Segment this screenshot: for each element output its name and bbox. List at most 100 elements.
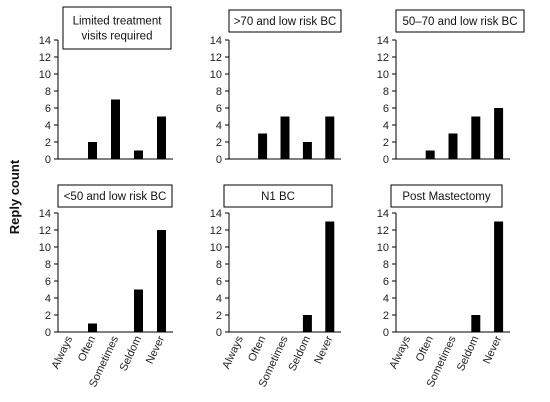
chart-panel-2: 0 2 4 6 8 10 12 14 >70 and low risk BC	[210, 9, 342, 166]
bar-sometimes	[280, 116, 290, 159]
y-tick-label: 4	[45, 120, 51, 132]
panel-title: N1 BC	[261, 191, 295, 203]
y-tick-label: 0	[383, 327, 389, 339]
y-tick-label: 8	[45, 86, 51, 98]
x-tick-label: Never	[481, 334, 504, 366]
bar-sometimes	[448, 133, 458, 159]
y-tick-label: 6	[216, 276, 222, 288]
x-tick-label: Always	[50, 334, 76, 371]
y-tick-label: 2	[383, 310, 389, 322]
y-tick-label: 12	[39, 225, 51, 237]
x-tick-label: Often	[414, 334, 436, 363]
y-tick-label: 2	[45, 310, 51, 322]
y-tick-label: 4	[216, 120, 222, 132]
y-tick-label: 6	[45, 276, 51, 288]
x-tick-label: Always	[220, 334, 246, 371]
y-tick-label: 8	[216, 86, 222, 98]
panel-title: Post Mastectomy	[402, 191, 490, 203]
bar-seldom	[134, 289, 143, 332]
y-tick-label: 0	[216, 327, 222, 339]
x-tick-label: Always	[388, 334, 414, 371]
panel-title-box	[62, 6, 172, 50]
y-tick-label: 8	[216, 259, 222, 271]
y-tick-label: 14	[210, 35, 222, 47]
x-tick-label: Never	[312, 334, 335, 366]
y-tick-label: 0	[45, 327, 51, 339]
y-tick-label: 14	[39, 35, 51, 47]
y-tick-label: 4	[383, 120, 389, 132]
x-tick-label: Never	[144, 334, 167, 366]
panel-title: <50 and low risk BC	[64, 191, 167, 203]
y-tick-label: 8	[383, 86, 389, 98]
y-tick-label: 12	[39, 52, 51, 64]
y-tick-label: 6	[45, 103, 51, 115]
bar-often	[425, 150, 435, 159]
y-tick-label: 0	[45, 154, 51, 166]
y-tick-label: 12	[210, 52, 222, 64]
y-tick-label: 14	[39, 208, 51, 220]
panel-title: visits required	[82, 31, 153, 43]
y-tick-label: 2	[45, 137, 51, 149]
y-tick-label: 6	[216, 103, 222, 115]
y-axis-label: Reply count	[7, 159, 22, 234]
y-tick-label: 4	[383, 293, 389, 305]
y-tick-label: 12	[377, 225, 389, 237]
bar-seldom	[471, 116, 481, 159]
y-tick-label: 6	[383, 276, 389, 288]
chart-panel-1: 0 2 4 6 8 10 12 14 Limited treatment visits requi…	[39, 6, 173, 166]
y-tick-label: 10	[377, 69, 389, 81]
y-tick-label: 10	[39, 69, 51, 81]
x-tick-label: Seldom	[455, 334, 482, 373]
bar-never	[494, 221, 504, 332]
panel-title: >70 and low risk BC	[234, 16, 337, 28]
bar-seldom	[302, 315, 312, 332]
y-tick-label: 2	[216, 137, 222, 149]
panel-title-box	[57, 184, 173, 208]
y-tick-label: 0	[216, 154, 222, 166]
y-tick-label: 6	[383, 103, 389, 115]
chart-panel-3: 0 2 4 6 8 10 12 14 50–70 and low risk BC	[377, 9, 525, 166]
y-tick-label: 14	[377, 35, 389, 47]
y-tick-label: 2	[383, 137, 389, 149]
y-tick-label: 12	[210, 225, 222, 237]
y-tick-label: 10	[210, 69, 222, 81]
y-tick-label: 12	[377, 52, 389, 64]
panel-title-box	[390, 184, 503, 208]
y-tick-label: 2	[216, 310, 222, 322]
x-tick-label: Often	[246, 334, 268, 363]
y-tick-label: 14	[377, 208, 389, 220]
x-tick-label: Seldom	[286, 334, 313, 373]
panel-title: 50–70 and low risk BC	[402, 16, 517, 28]
y-tick-label: 0	[383, 154, 389, 166]
y-tick-label: 4	[45, 293, 51, 305]
y-tick-label: 10	[210, 242, 222, 254]
y-tick-label: 10	[377, 242, 389, 254]
bar-sometimes	[111, 99, 120, 159]
bar-seldom	[134, 150, 143, 159]
bar-often	[88, 323, 97, 332]
chart-panels: 0 2 4 6 8 10 12 14 Limited treatment visits requi…	[39, 6, 525, 389]
panel-title-box	[223, 184, 333, 208]
bar-never	[157, 230, 166, 332]
y-tick-label: 14	[210, 208, 222, 220]
panel-title-box	[228, 9, 342, 33]
panel-title-box	[395, 9, 525, 33]
bar-never	[494, 108, 504, 159]
bar-often	[258, 133, 268, 159]
bar-never	[157, 116, 166, 159]
x-tick-label: Often	[76, 334, 98, 363]
y-tick-label: 8	[45, 259, 51, 271]
y-tick-label: 8	[383, 259, 389, 271]
y-tick-label: 10	[39, 242, 51, 254]
bar-never	[325, 221, 335, 332]
panel-title: Limited treatment	[73, 16, 163, 28]
x-tick-label: Seldom	[118, 334, 145, 373]
bar-seldom	[302, 142, 312, 159]
y-tick-label: 4	[216, 293, 222, 305]
bar-never	[325, 116, 335, 159]
bar-often	[88, 142, 97, 159]
